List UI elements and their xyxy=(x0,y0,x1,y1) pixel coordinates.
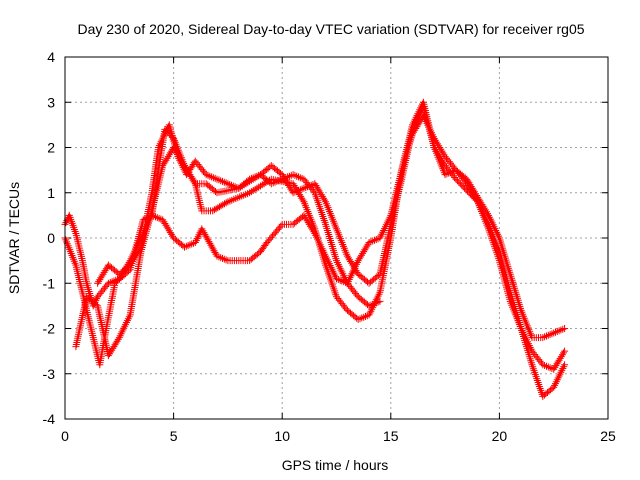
plus-markers xyxy=(61,112,569,373)
y-tick-label: 1 xyxy=(47,185,55,201)
plus-markers xyxy=(72,103,569,360)
chart-title: Day 230 of 2020, Sidereal Day-to-day VTE… xyxy=(77,21,584,37)
x-tick-label: 5 xyxy=(170,428,178,444)
axis-ticks: 0 5 10 15 20 25 -4 -3 -2 -1 0 1 2 3 4 xyxy=(43,49,616,444)
x-tick-label: 15 xyxy=(383,428,399,444)
y-tick-label: 3 xyxy=(47,94,55,110)
y-tick-label: -4 xyxy=(43,411,56,427)
x-tick-label: 0 xyxy=(61,428,69,444)
y-tick-label: -1 xyxy=(43,275,56,291)
x-tick-label: 20 xyxy=(492,428,508,444)
x-tick-label: 25 xyxy=(600,428,616,444)
x-axis-label: GPS time / hours xyxy=(282,457,389,473)
series-track-3 xyxy=(72,103,569,360)
series-track-4 xyxy=(94,121,384,310)
series-track-2 xyxy=(61,112,569,373)
y-axis-label: SDTVAR / TECUs xyxy=(6,182,22,294)
y-tick-label: 0 xyxy=(47,230,55,246)
plot-frame xyxy=(64,56,609,420)
plus-markers xyxy=(94,121,384,310)
x-tick-label: 10 xyxy=(274,428,290,444)
grid-lines xyxy=(65,57,608,419)
y-tick-label: 2 xyxy=(47,140,55,156)
y-tick-label: -2 xyxy=(43,321,56,337)
y-tick-label: 4 xyxy=(47,49,55,65)
data-points xyxy=(61,98,569,400)
y-tick-label: -3 xyxy=(43,366,56,382)
